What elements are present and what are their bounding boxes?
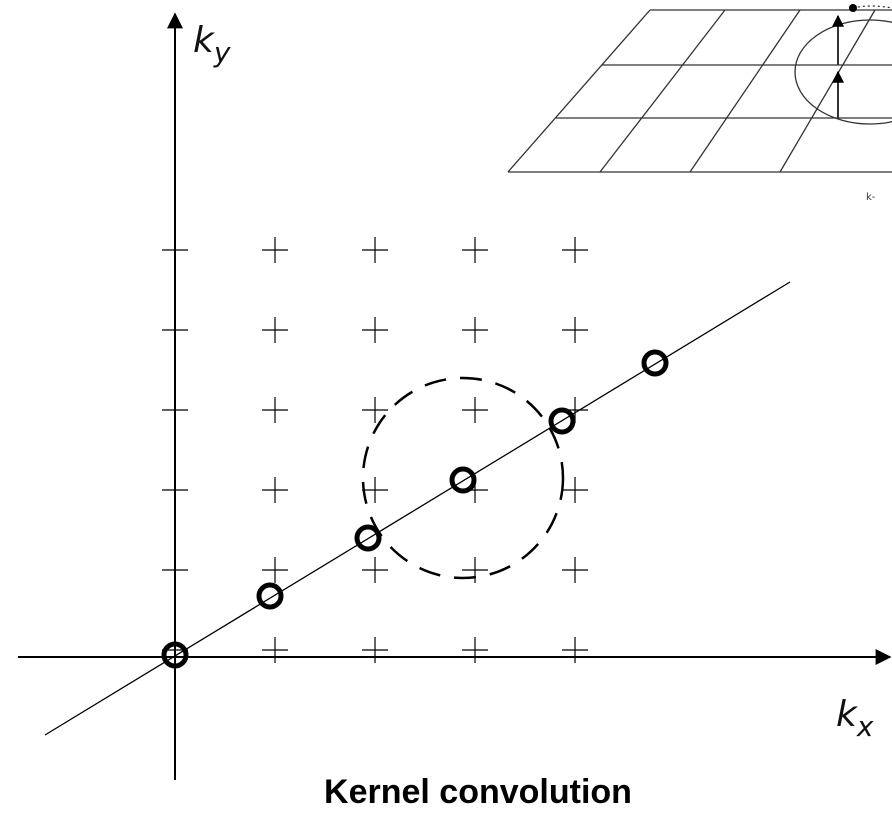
inset-label: k- xyxy=(866,192,876,203)
inset-dot xyxy=(849,4,857,12)
sample-point xyxy=(641,349,669,377)
x-axis-label: kx xyxy=(836,694,874,743)
sample-point xyxy=(256,582,284,610)
caption: Kernel convolution xyxy=(324,773,632,811)
kernel-circle xyxy=(361,376,565,580)
x-label-base: k xyxy=(836,694,859,735)
sample-point xyxy=(548,407,576,435)
trajectory xyxy=(44,281,791,736)
grid-points xyxy=(162,237,588,663)
sample-point xyxy=(354,524,382,552)
y-label-sub: y xyxy=(213,36,231,69)
sample-point xyxy=(161,641,189,669)
x-label-sub: x xyxy=(856,710,874,743)
inset-plane xyxy=(507,5,892,173)
sample-point xyxy=(449,466,477,494)
y-axis-label: ky xyxy=(193,20,231,69)
samples xyxy=(161,349,669,669)
y-label-base: k xyxy=(193,20,216,61)
